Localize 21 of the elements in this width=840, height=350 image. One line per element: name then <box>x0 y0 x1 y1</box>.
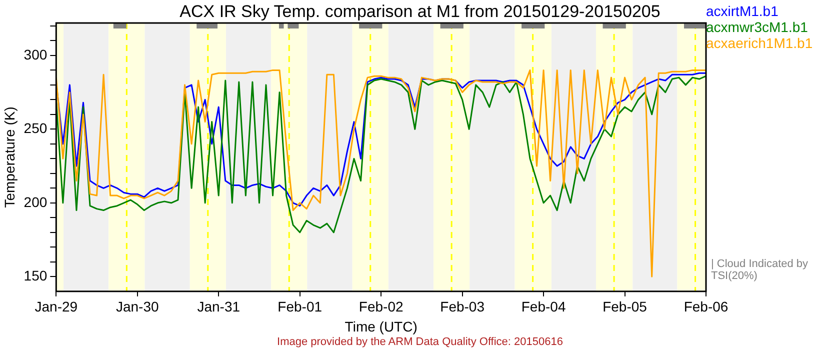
x-tick-label: Feb-06 <box>684 298 728 315</box>
y-tick-label: 250 <box>24 120 48 136</box>
x-axis-title: Time (UTC) <box>344 318 418 334</box>
text: | Cloud Indicated by TSI(20%) <box>711 258 810 282</box>
y-tick-label: 300 <box>24 46 48 62</box>
x-tick-label: Feb-04 <box>521 298 566 315</box>
text: acxmwr3cM1.b1 <box>706 19 809 35</box>
x-tick-label: Jan-30 <box>116 298 160 315</box>
y-axis-title: Temperature (K) <box>1 106 18 208</box>
x-tick-label: Jan-31 <box>197 298 240 315</box>
y-tick-label: 200 <box>24 194 48 210</box>
x-tick-label: Feb-01 <box>278 298 322 315</box>
y-tick-label: 150 <box>24 268 48 284</box>
x-tick-label: Feb-05 <box>602 298 648 315</box>
chart-title: ACX IR Sky Temp. comparison at M1 from 20150129-20150205 <box>180 2 660 21</box>
x-tick-label: Feb-02 <box>358 298 404 315</box>
x-tick-label: Feb-03 <box>440 298 485 315</box>
series-label: acxaerich1M1.b1 <box>706 35 813 51</box>
text: acxirtM1.b1 <box>706 3 780 19</box>
text: Image provided by the ARM Data Quality Office: 20150616 <box>276 336 564 348</box>
x-tick-label: Jan-29 <box>34 298 78 315</box>
